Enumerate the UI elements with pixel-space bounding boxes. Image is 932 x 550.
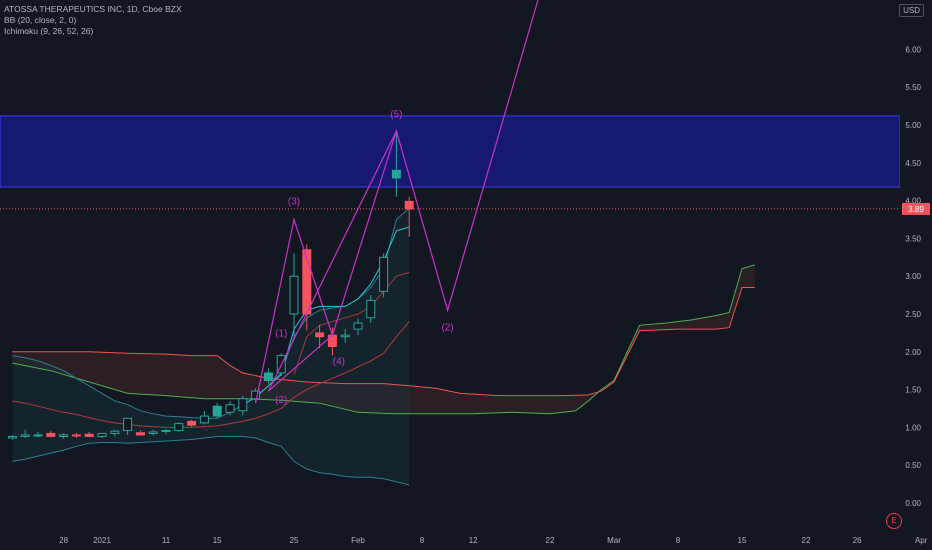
- x-tick-label: 12: [469, 536, 478, 545]
- wave-label: (2): [441, 323, 453, 334]
- candle-up: [289, 275, 299, 315]
- candle-up: [238, 398, 248, 412]
- candle-up: [59, 434, 69, 437]
- y-tick-label: 4.00: [905, 197, 921, 206]
- candle-down: [315, 332, 325, 338]
- x-tick-label: 15: [738, 536, 747, 545]
- candle-up: [379, 256, 389, 292]
- y-tick-label: 5.50: [905, 83, 921, 92]
- current-price-badge: [902, 202, 930, 215]
- candle-down: [404, 200, 414, 210]
- candle-up: [174, 423, 184, 431]
- y-tick-label: 3.50: [905, 234, 921, 243]
- y-tick-label: 3.00: [905, 272, 921, 281]
- candle-down: [84, 433, 94, 437]
- candle-up: [20, 434, 30, 437]
- candle-up: [33, 434, 43, 437]
- x-tick-label: 25: [290, 536, 299, 545]
- candle-up-filled: [213, 406, 222, 417]
- plot-area: (1) (2) (3) (4) (5) (2): [0, 0, 900, 486]
- x-tick-label: 15: [213, 536, 222, 545]
- ichimoku-indicator-label[interactable]: Ichimoku (9, 26, 52, 26): [4, 26, 94, 36]
- wave-label: (4): [333, 357, 345, 368]
- candle-up-filled: [392, 170, 401, 178]
- ichimoku-span-a: [12, 264, 755, 415]
- y-tick-label: 5.00: [905, 121, 921, 130]
- y-tick-label: 0.00: [905, 499, 921, 508]
- wave-line: [268, 334, 333, 392]
- y-tick-label: 1.00: [905, 423, 921, 432]
- bb-fill: [12, 208, 410, 485]
- x-tick-label: 26: [853, 536, 862, 545]
- current-price-label: 3.89: [908, 205, 924, 214]
- candle-up: [366, 299, 376, 319]
- ichimoku-base: [293, 271, 410, 375]
- candle-up: [251, 390, 261, 400]
- bb-indicator-label[interactable]: BB (20, close, 2, 0): [4, 15, 77, 25]
- ichimoku-cloud: [12, 264, 755, 414]
- y-tick-label: 6.00: [905, 45, 921, 54]
- bb-basis: [12, 321, 410, 428]
- x-tick-label: 8: [676, 536, 681, 545]
- candle-up: [199, 415, 209, 424]
- candle-down: [46, 432, 56, 437]
- candle-up-filled: [264, 372, 273, 381]
- x-tick-label: Mar: [607, 536, 621, 545]
- x-tick-label: 11: [162, 536, 171, 545]
- wave-label: (3): [288, 196, 300, 207]
- candle-up: [110, 430, 120, 434]
- wave-label: (1): [275, 329, 287, 340]
- candle-up: [7, 435, 17, 439]
- x-tick-label: 22: [802, 536, 811, 545]
- candle-up: [97, 432, 107, 437]
- wave-line: [267, 130, 397, 392]
- y-tick-label: 2.00: [905, 348, 921, 357]
- currency-badge[interactable]: USD: [899, 4, 924, 17]
- x-tick-label: Feb: [351, 536, 365, 545]
- x-tick-label: Apr: [915, 536, 928, 545]
- y-tick-label: 4.50: [905, 159, 921, 168]
- earnings-icon[interactable]: E: [886, 513, 902, 529]
- wave-line: [255, 0, 539, 404]
- wave-label: (2): [275, 395, 287, 406]
- x-tick-label: 8: [420, 536, 425, 545]
- candle-down: [187, 420, 197, 426]
- candle-up: [161, 429, 171, 432]
- x-tick-label: 2021: [93, 536, 111, 545]
- candle-down: [135, 432, 145, 436]
- candle-up: [148, 431, 158, 434]
- chart-legend: ATOSSA THERAPEUTICS INC, 1D, Cboe BZX BB…: [4, 4, 182, 37]
- y-tick-label: 1.50: [905, 386, 921, 395]
- wave-label: (5): [390, 109, 402, 120]
- resistance-zone: [0, 115, 900, 188]
- y-tick-label: 0.50: [905, 461, 921, 470]
- candle-up: [225, 404, 235, 413]
- bb-lower: [12, 436, 410, 486]
- candle-up: [340, 334, 350, 338]
- candle-up: [353, 322, 363, 330]
- ichimoku-span-b: [12, 287, 755, 397]
- candle-up: [123, 417, 133, 431]
- symbol-title: ATOSSA THERAPEUTICS INC, 1D, Cboe BZX: [4, 4, 182, 14]
- candle-down: [71, 434, 81, 437]
- x-tick-label: 22: [546, 536, 555, 545]
- x-tick-label: 28: [59, 536, 68, 545]
- y-tick-label: 2.50: [905, 310, 921, 319]
